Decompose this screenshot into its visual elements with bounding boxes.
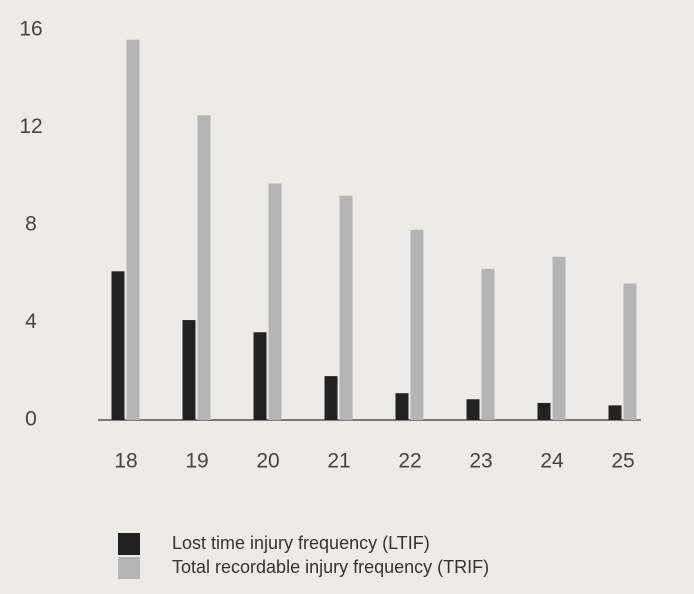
y-tick-label: 16 bbox=[19, 18, 42, 41]
bar bbox=[126, 39, 140, 420]
bar bbox=[481, 268, 495, 420]
y-tick-label: 12 bbox=[19, 115, 42, 138]
legend-swatch bbox=[118, 557, 140, 579]
x-tick-label: 20 bbox=[256, 450, 279, 473]
x-tick-label: 18 bbox=[114, 450, 137, 473]
legend-swatch bbox=[118, 533, 140, 555]
bar bbox=[268, 183, 282, 420]
x-tick-label: 23 bbox=[469, 450, 492, 473]
bar bbox=[111, 271, 125, 420]
bar bbox=[537, 402, 551, 420]
x-tick-label: 22 bbox=[398, 450, 421, 473]
x-tick-label: 25 bbox=[611, 450, 634, 473]
x-tick-label: 24 bbox=[540, 450, 564, 473]
bar bbox=[608, 405, 622, 420]
bar bbox=[197, 115, 211, 420]
x-tick-label: 21 bbox=[327, 450, 350, 473]
bar bbox=[552, 256, 566, 420]
y-tick-label: 8 bbox=[25, 213, 37, 236]
bar bbox=[395, 393, 409, 420]
bar bbox=[623, 283, 637, 420]
bar bbox=[253, 332, 267, 420]
legend-label: Total recordable injury frequency (TRIF) bbox=[172, 557, 489, 577]
y-tick-label: 4 bbox=[25, 310, 37, 333]
bar bbox=[324, 376, 338, 420]
bar bbox=[182, 320, 196, 420]
bar bbox=[466, 399, 480, 420]
bar bbox=[339, 195, 353, 420]
x-tick-label: 19 bbox=[185, 450, 208, 473]
y-tick-label: 0 bbox=[25, 408, 37, 431]
legend-label: Lost time injury frequency (LTIF) bbox=[172, 533, 430, 553]
bar bbox=[410, 229, 424, 420]
